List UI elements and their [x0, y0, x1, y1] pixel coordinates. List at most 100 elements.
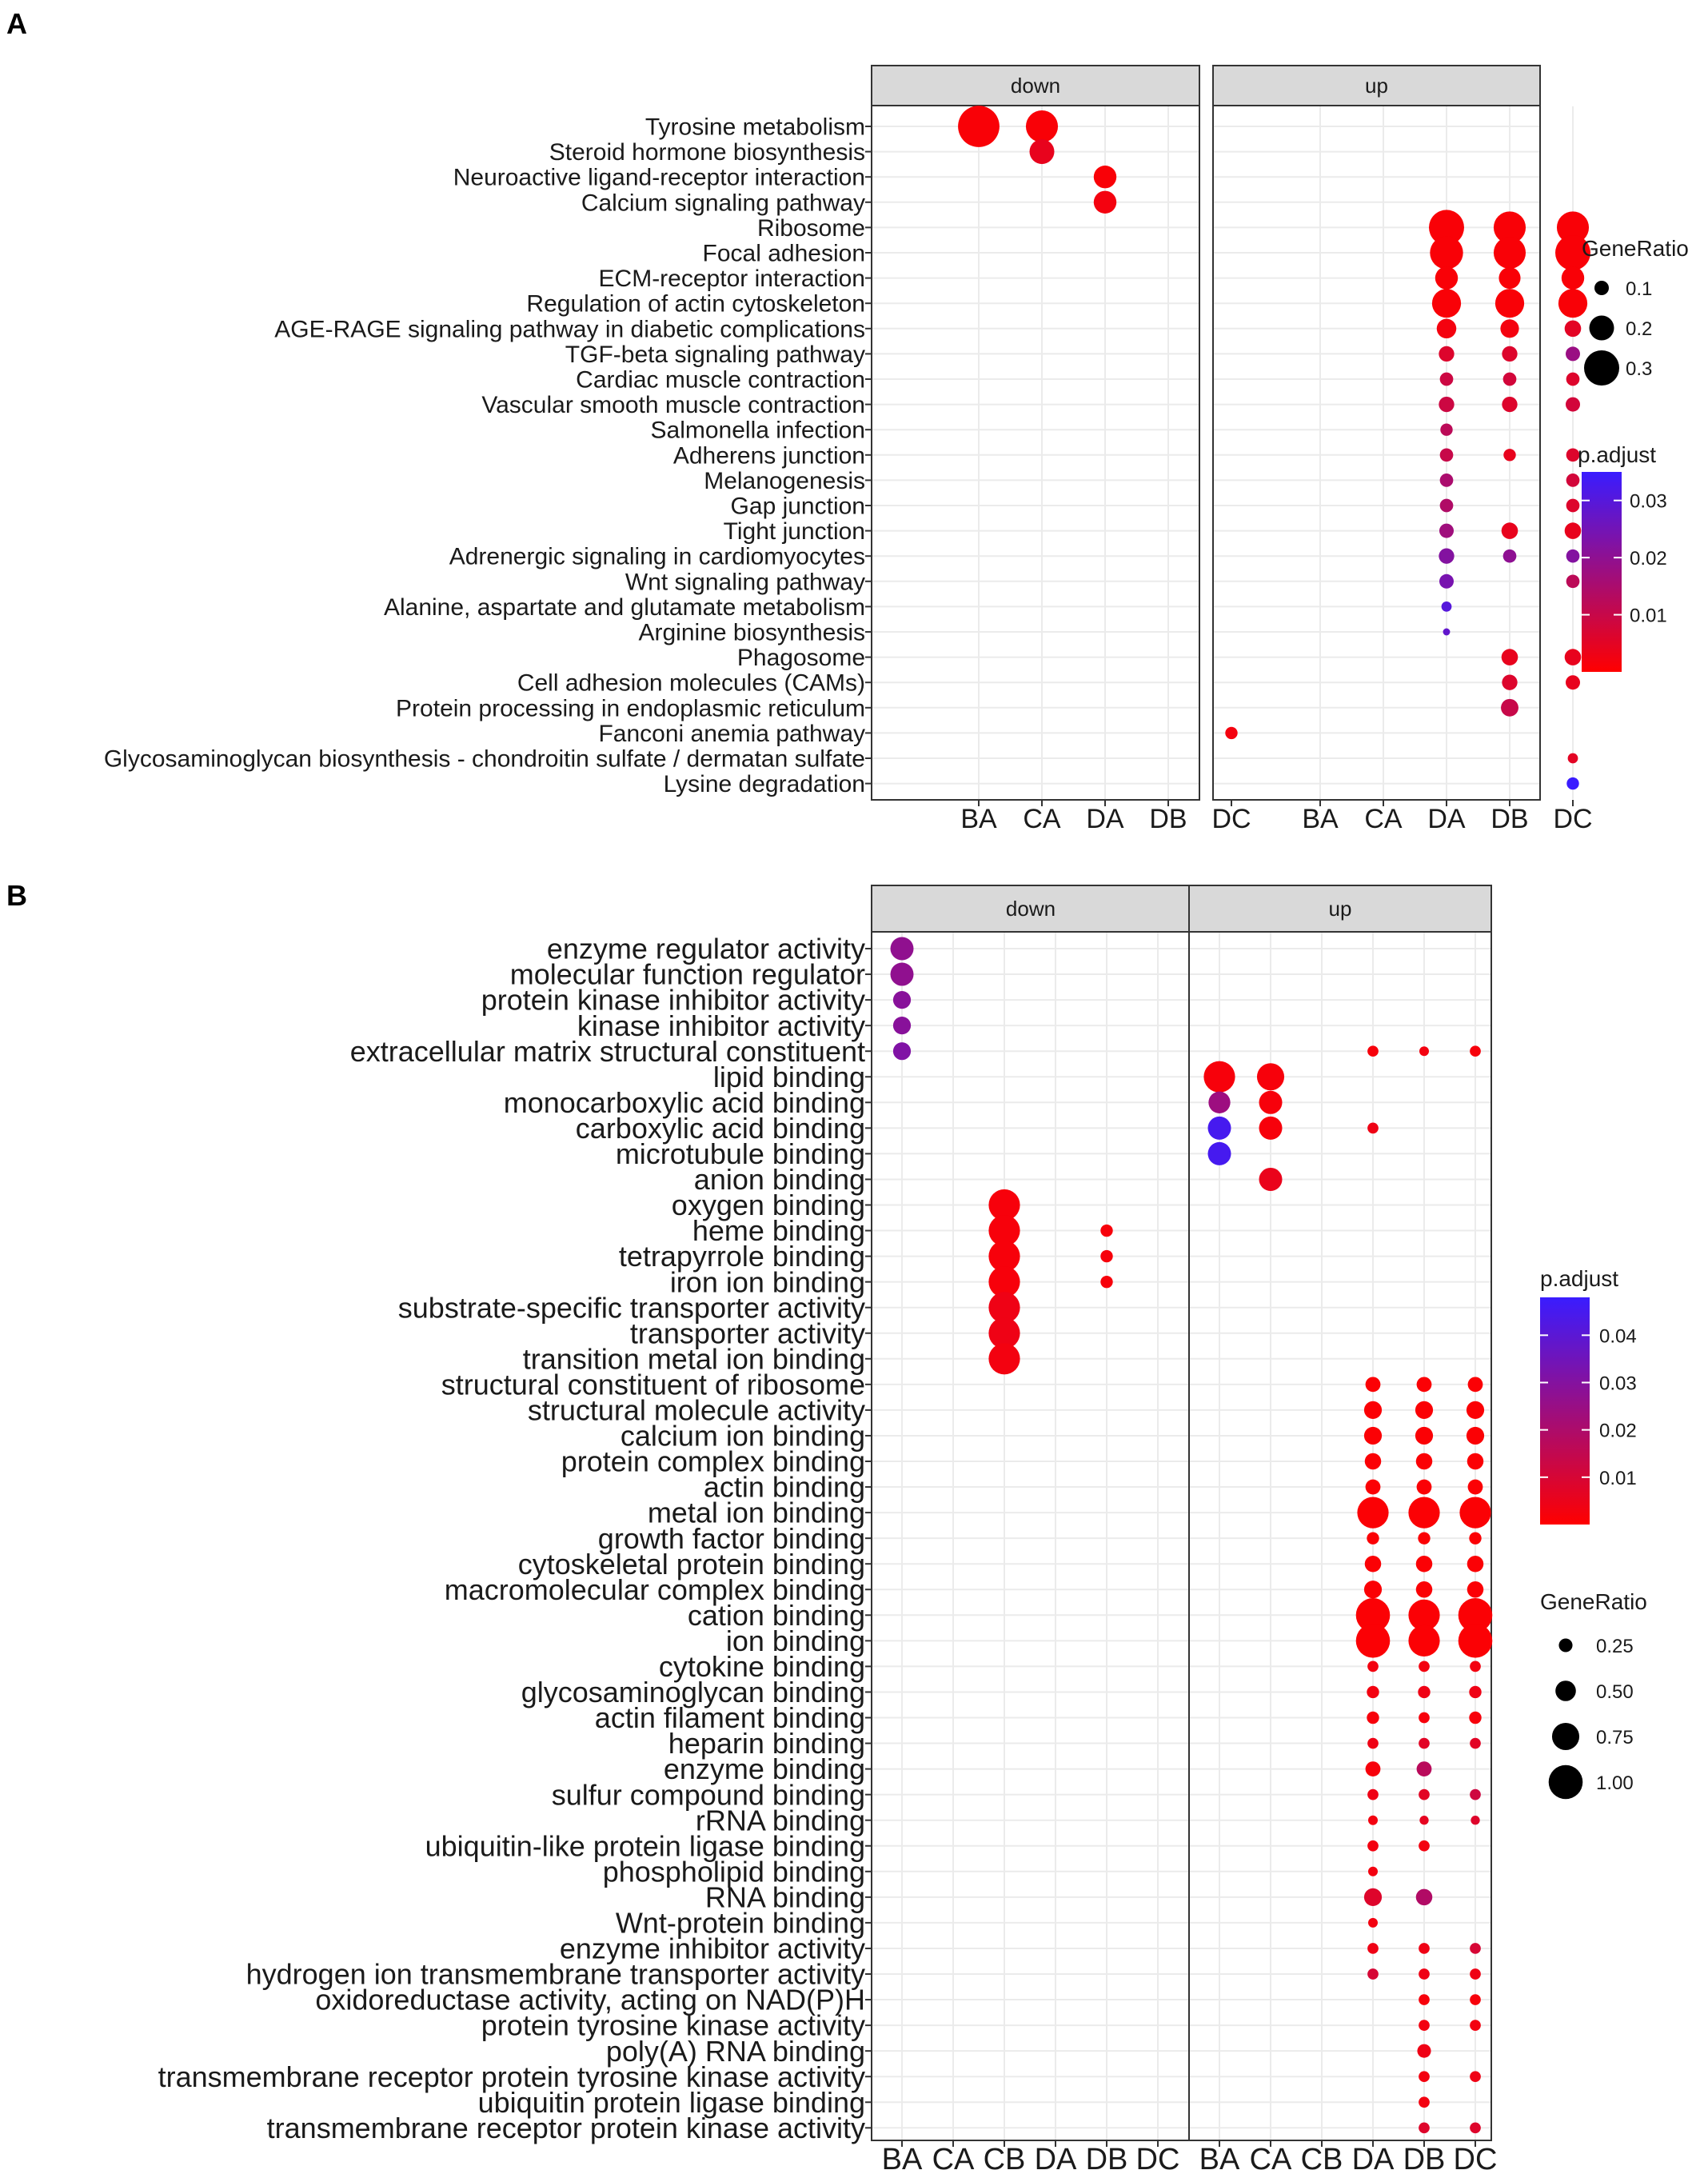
data-point — [1256, 1063, 1285, 1091]
y-tick-label: Alanine, aspartate and glutamate metabol… — [384, 594, 865, 621]
facet-up: up BA CA CB DA DB DC — [1188, 885, 1497, 2174]
y-tick-label: transition metal ion binding — [523, 1342, 865, 1375]
panel-a-letter: A — [6, 7, 27, 40]
y-tick-label: AGE-RAGE signaling pathway in diabetic c… — [274, 316, 865, 342]
data-point — [1100, 1275, 1113, 1289]
data-point — [1367, 1788, 1379, 1800]
y-tick-label: ECM-receptor interaction — [599, 266, 865, 292]
y-tick-label: Adrenergic signaling in cardiomyocytes — [449, 544, 865, 570]
data-point — [890, 937, 914, 961]
data-point — [1203, 1061, 1235, 1093]
y-tick-label: Wnt-protein binding — [616, 1907, 865, 1940]
legend-size-title: GeneRatio — [1540, 1589, 1647, 1614]
y-tick-label: TGF-beta signaling pathway — [565, 342, 865, 368]
x-tick-label: CA — [1023, 804, 1061, 834]
data-point — [1364, 1555, 1382, 1573]
x-tick-label: BA — [1302, 804, 1339, 834]
data-point — [1566, 549, 1580, 563]
data-point — [1368, 1917, 1378, 1928]
legend-size-label: 0.3 — [1626, 358, 1652, 380]
data-point — [1364, 1453, 1382, 1470]
data-point — [1470, 1994, 1481, 2005]
plot-panel-border — [1212, 105, 1541, 801]
data-point — [1416, 1479, 1432, 1495]
data-point — [1439, 396, 1455, 413]
data-point — [1419, 1046, 1429, 1057]
data-point — [1566, 474, 1580, 487]
data-point — [1025, 110, 1059, 143]
y-tick-label: calcium ion binding — [621, 1420, 865, 1453]
data-point — [1470, 1045, 1481, 1057]
y-tick-label: anion binding — [694, 1163, 865, 1196]
y-tick-label: enzyme inhibitor activity — [560, 1932, 865, 1965]
y-tick-label: rRNA binding — [696, 1804, 865, 1836]
data-point — [988, 1214, 1020, 1247]
data-point — [1561, 266, 1585, 290]
data-point — [1493, 211, 1526, 244]
y-tick-label: protein kinase inhibitor activity — [481, 984, 865, 1017]
data-point — [1259, 1167, 1283, 1191]
legend-color-label: 0.01 — [1599, 1468, 1637, 1489]
data-point — [1429, 210, 1464, 246]
x-tick-label: BA — [1199, 2143, 1240, 2174]
y-tick-label: Cell adhesion molecules (CAMs) — [517, 670, 865, 697]
data-point — [1500, 319, 1519, 338]
panel-a-dotplot: down BA CA DA DB DC up BA CA DA DB DC Tyrosine metab… — [104, 65, 1689, 834]
data-point — [1558, 289, 1588, 318]
data-point — [1502, 549, 1517, 563]
data-point — [1566, 346, 1580, 362]
legend-size-label: 1.00 — [1596, 1772, 1634, 1794]
data-point — [1443, 628, 1451, 636]
plot-panel-down — [871, 105, 1200, 801]
y-tick-label: Phagosome — [737, 645, 865, 671]
y-tick-label: poly(A) RNA binding — [606, 2035, 865, 2068]
data-point — [1367, 1532, 1379, 1545]
y-tick-label: Tight junction — [724, 518, 865, 545]
data-point — [1368, 1815, 1378, 1825]
data-point — [1470, 2020, 1481, 2031]
y-tick-label: sulfur compound binding — [552, 1778, 865, 1811]
data-point — [1566, 777, 1579, 790]
data-point — [1367, 1685, 1379, 1699]
y-tick-label: Protein processing in endoplasmic reticu… — [396, 695, 865, 721]
facet-label-down: down — [1006, 897, 1056, 921]
data-point — [1467, 1377, 1483, 1393]
x-tick-label: DC — [1136, 2143, 1180, 2174]
y-tick-label: Tyrosine metabolism — [645, 114, 865, 141]
y-tick-label: molecular function regulator — [510, 958, 865, 991]
y-tick-label: Ribosome — [757, 215, 865, 242]
legend-size-label: 0.1 — [1626, 278, 1652, 300]
data-point — [1556, 211, 1590, 244]
data-point — [1419, 2096, 1430, 2108]
y-tick-label: Salmonella infection — [651, 418, 866, 444]
x-tick-label: BA — [882, 2143, 923, 2174]
data-point — [1439, 523, 1454, 538]
y-tick-label: actin binding — [704, 1471, 865, 1504]
data-point — [1458, 1598, 1493, 1632]
data-point — [1208, 1091, 1231, 1113]
legend-color-title: p.adjust — [1578, 442, 1656, 467]
data-point — [1466, 1401, 1485, 1419]
x-tick-label: DB — [1491, 804, 1528, 834]
x-tick-label: DB — [1149, 804, 1187, 834]
x-tick-label: CA — [1250, 2143, 1292, 2174]
data-point — [1458, 1624, 1493, 1658]
data-point — [1564, 522, 1582, 539]
y-tick-label: ubiquitin-like protein ligase binding — [425, 1829, 865, 1862]
data-point — [892, 1042, 912, 1061]
data-point — [1367, 1711, 1379, 1724]
x-tick-label: DC — [1553, 804, 1592, 834]
data-point — [1419, 1816, 1429, 1825]
data-point — [1418, 1685, 1431, 1699]
data-point — [1566, 397, 1580, 412]
y-tick-label: metal ion binding — [648, 1497, 865, 1529]
data-point — [1501, 698, 1518, 717]
data-point — [1467, 1581, 1484, 1598]
y-tick-label: tetrapyrrole binding — [619, 1240, 865, 1273]
data-point — [1439, 346, 1455, 362]
data-point — [1365, 1479, 1381, 1495]
y-tick-label: Fanconi anemia pathway — [598, 721, 865, 747]
y-tick-label: oxidoreductase activity, acting on NAD(P… — [315, 1984, 865, 2016]
y-tick-label: kinase inhibitor activity — [577, 1009, 865, 1042]
